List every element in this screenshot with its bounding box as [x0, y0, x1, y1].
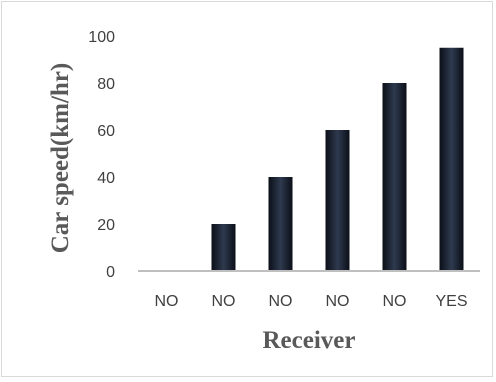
y-tick-label: 80: [97, 76, 115, 93]
y-tick-label: 60: [97, 123, 115, 140]
x-tick-label: NO: [155, 293, 179, 310]
bar: [439, 47, 464, 271]
y-tick-label: 20: [97, 217, 115, 234]
x-tick-label: NO: [326, 293, 350, 310]
x-tick-label: NO: [212, 293, 236, 310]
chart-frame: 0 20 40 60 80 100 NO NO NO NO NO YES Car speed(km/…: [1, 1, 493, 377]
y-axis-ticks: 0 20 40 60 80 100: [88, 29, 115, 281]
bars: [211, 47, 464, 271]
y-tick-label: 0: [106, 264, 115, 281]
bar: [211, 224, 236, 271]
x-axis-ticks: NO NO NO NO NO YES: [155, 293, 468, 310]
x-tick-label: NO: [383, 293, 407, 310]
y-axis-title: Car speed(km/hr): [47, 63, 74, 254]
bar: [268, 177, 293, 271]
x-tick-label: YES: [435, 293, 467, 310]
x-tick-label: NO: [269, 293, 293, 310]
x-axis-title: Receiver: [263, 327, 356, 354]
y-tick-label: 40: [97, 170, 115, 187]
y-tick-label: 100: [88, 29, 115, 46]
bar: [325, 130, 350, 271]
bar: [382, 83, 407, 271]
